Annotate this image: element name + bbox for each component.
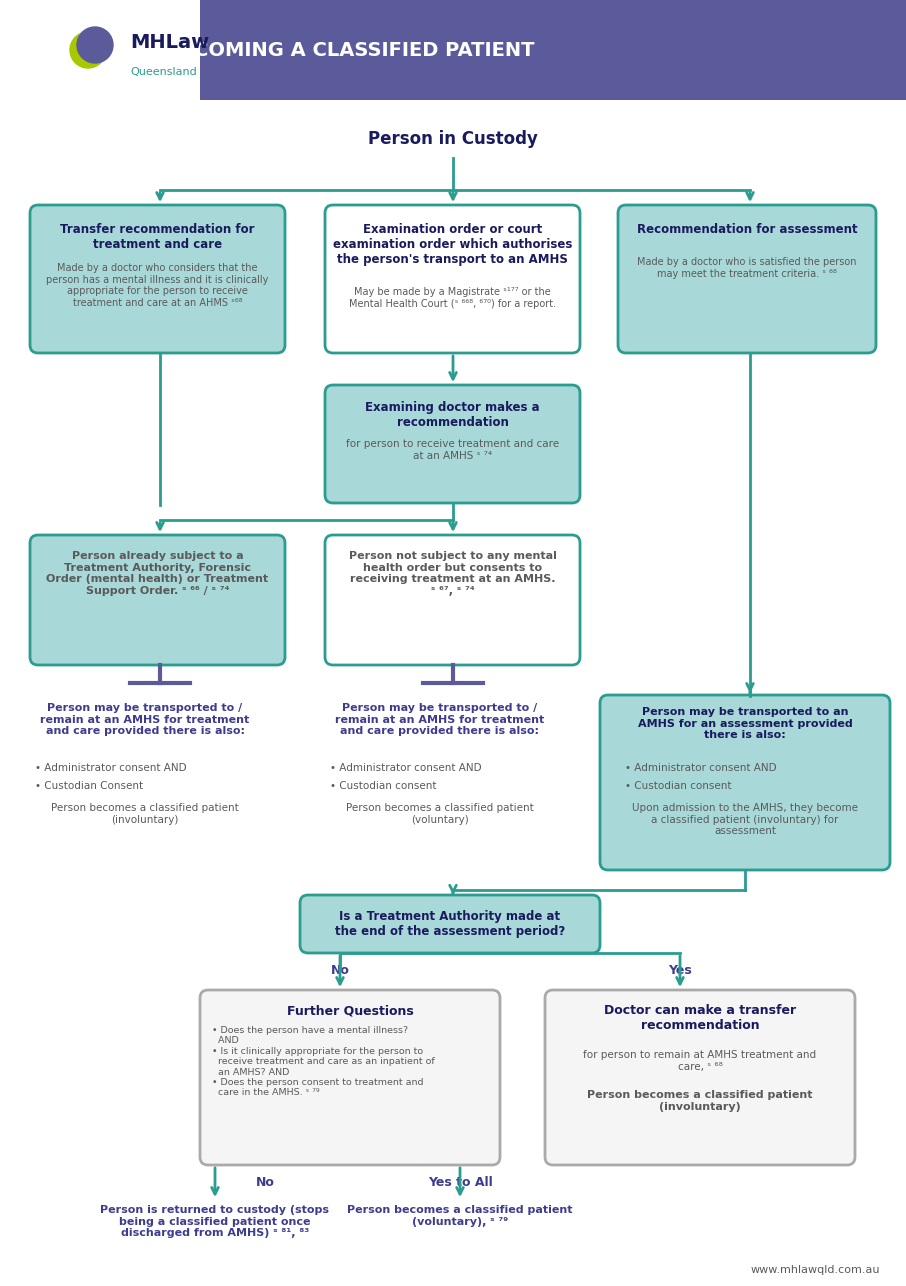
FancyBboxPatch shape	[325, 385, 580, 503]
FancyBboxPatch shape	[618, 204, 876, 352]
FancyBboxPatch shape	[10, 694, 280, 871]
Text: Person already subject to a
Treatment Authority, Forensic
Order (mental health) : Person already subject to a Treatment Au…	[46, 550, 268, 595]
Text: May be made by a Magistrate ˢ¹⁷⁷ or the
Mental Health Court (ˢ ⁶⁶⁸, ⁶⁷⁰) for a r: May be made by a Magistrate ˢ¹⁷⁷ or the …	[349, 287, 556, 309]
Text: for person to receive treatment and care
at an AMHS ˢ ⁷⁴: for person to receive treatment and care…	[346, 439, 559, 460]
Text: Person in Custody: Person in Custody	[368, 130, 538, 148]
Text: Doctor can make a transfer
recommendation: Doctor can make a transfer recommendatio…	[604, 1004, 796, 1031]
Text: Person may be transported to /
remain at an AMHS for treatment
and care provided: Person may be transported to / remain at…	[335, 703, 545, 736]
FancyBboxPatch shape	[30, 535, 285, 665]
Text: Person becomes a classified patient
(involuntary): Person becomes a classified patient (inv…	[51, 802, 239, 824]
Text: No: No	[255, 1177, 275, 1190]
Text: Person becomes a classified patient
(voluntary): Person becomes a classified patient (vol…	[346, 802, 534, 824]
FancyBboxPatch shape	[600, 694, 890, 871]
FancyBboxPatch shape	[300, 895, 600, 953]
Text: Recommendation for assessment: Recommendation for assessment	[637, 222, 857, 237]
Text: Yes: Yes	[668, 963, 692, 976]
Text: Examination order or court
examination order which authorises
the person's trans: Examination order or court examination o…	[333, 222, 573, 266]
Text: • Administrator consent AND: • Administrator consent AND	[625, 763, 776, 773]
Text: Person may be transported to an
AMHS for an assessment provided
there is also:: Person may be transported to an AMHS for…	[638, 707, 853, 741]
Text: Examining doctor makes a
recommendation: Examining doctor makes a recommendation	[365, 401, 540, 430]
Text: www.mhlawqld.com.au: www.mhlawqld.com.au	[750, 1265, 880, 1274]
FancyBboxPatch shape	[325, 204, 580, 352]
FancyBboxPatch shape	[200, 990, 500, 1165]
Text: Person may be transported to /
remain at an AMHS for treatment
and care provided: Person may be transported to / remain at…	[41, 703, 250, 736]
FancyBboxPatch shape	[305, 694, 575, 871]
FancyBboxPatch shape	[30, 204, 285, 352]
Text: • Does the person have a mental illness?
  AND
• Is it clinically appropriate fo: • Does the person have a mental illness?…	[212, 1026, 435, 1097]
Text: No: No	[331, 963, 350, 976]
Text: Transfer recommendation for
treatment and care: Transfer recommendation for treatment an…	[61, 222, 255, 251]
Text: • Custodian Consent: • Custodian Consent	[35, 781, 143, 791]
Text: Made by a doctor who is satisfied the person
may meet the treatment criteria. ˢ : Made by a doctor who is satisfied the pe…	[637, 257, 857, 279]
Text: • Administrator consent AND: • Administrator consent AND	[330, 763, 482, 773]
FancyBboxPatch shape	[0, 0, 906, 100]
Text: Person not subject to any mental
health order but consents to
receiving treatmen: Person not subject to any mental health …	[349, 550, 556, 595]
Text: • Administrator consent AND: • Administrator consent AND	[35, 763, 187, 773]
Text: Queensland: Queensland	[130, 67, 197, 77]
Text: Is a Treatment Authority made at
the end of the assessment period?: Is a Treatment Authority made at the end…	[335, 910, 565, 937]
Text: BECOMING A CLASSIFIED PATIENT: BECOMING A CLASSIFIED PATIENT	[166, 40, 535, 59]
Text: for person to remain at AMHS treatment and
care, ˢ ⁶⁸: for person to remain at AMHS treatment a…	[583, 1049, 816, 1071]
Text: Person becomes a classified patient
(involuntary): Person becomes a classified patient (inv…	[587, 1091, 813, 1111]
Text: • Custodian consent: • Custodian consent	[330, 781, 437, 791]
Text: Made by a doctor who considers that the
person has a mental illness and it is cl: Made by a doctor who considers that the …	[46, 264, 269, 307]
Circle shape	[77, 27, 113, 63]
FancyBboxPatch shape	[343, 120, 563, 158]
Text: Upon admission to the AMHS, they become
a classified patient (involuntary) for
a: Upon admission to the AMHS, they become …	[632, 802, 858, 836]
Text: • Custodian consent: • Custodian consent	[625, 781, 731, 791]
FancyBboxPatch shape	[545, 990, 855, 1165]
Text: Person is returned to custody (stops
being a classified patient once
discharged : Person is returned to custody (stops bei…	[101, 1205, 330, 1238]
FancyBboxPatch shape	[0, 0, 200, 100]
FancyBboxPatch shape	[325, 535, 580, 665]
Text: MHLaw: MHLaw	[130, 32, 209, 51]
Text: Person becomes a classified patient
(voluntary), ˢ ⁷⁹: Person becomes a classified patient (vol…	[347, 1205, 573, 1227]
Text: Yes to All: Yes to All	[428, 1177, 492, 1190]
Text: Further Questions: Further Questions	[286, 1004, 413, 1017]
Circle shape	[70, 32, 106, 68]
